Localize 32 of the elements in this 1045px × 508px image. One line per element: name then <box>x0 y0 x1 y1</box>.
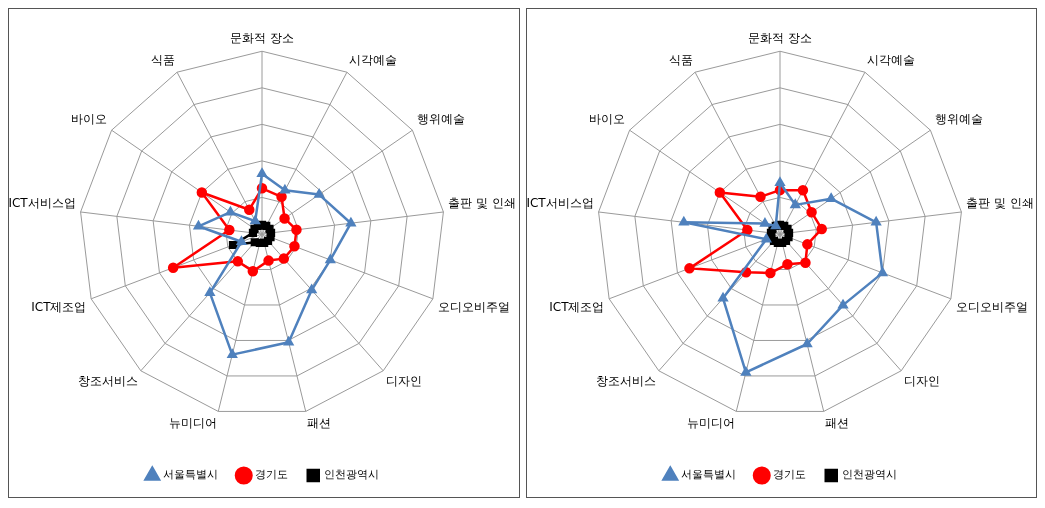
spoke-label: 행위예술 <box>416 112 465 127</box>
legend-label: 서울특별시 <box>163 468 219 482</box>
spoke-label: ICT제조업 <box>31 299 87 314</box>
spoke-label: 문화적 장소 <box>747 31 812 46</box>
spoke-label: 디자인 <box>386 373 423 388</box>
spoke-label: 디자인 <box>903 373 940 388</box>
legend-label: 인천광역시 <box>841 468 897 482</box>
spoke-label: 문화적 장소 <box>230 31 294 46</box>
spoke-label: 출판 및 인쇄 <box>448 196 517 211</box>
spoke-label: ICT서비스업 <box>8 196 76 211</box>
spoke-label: 바이오 <box>71 112 108 127</box>
legend-label: 경기도 <box>772 468 806 482</box>
legend-label: 경기도 <box>254 468 288 482</box>
spoke-label: 오디오비주얼 <box>955 299 1028 314</box>
spoke-label: 뉴미디어 <box>169 415 218 430</box>
spoke-label: 창조서비스 <box>595 373 656 388</box>
spoke-label: 바이오 <box>588 112 625 127</box>
spoke-label: 식품 <box>668 52 693 67</box>
legend-label: 인천광역시 <box>324 468 380 482</box>
spoke-label: 시각예술 <box>349 52 398 67</box>
legend-label: 서울특별시 <box>680 468 736 482</box>
spoke-label: ICT제조업 <box>548 299 604 314</box>
spoke-label: 창조서비스 <box>77 373 138 388</box>
spoke-label: 뉴미디어 <box>686 415 735 430</box>
spoke-label: ICT서비스업 <box>525 196 594 211</box>
spoke-label: 식품 <box>150 52 175 67</box>
spoke-label: 출판 및 인쇄 <box>965 196 1034 211</box>
spoke-label: 행위예술 <box>934 112 983 127</box>
spoke-label: 패션 <box>306 415 331 430</box>
spoke-label: 오디오비주얼 <box>437 299 510 314</box>
spoke-label: 시각예술 <box>866 52 915 67</box>
spoke-label: 패션 <box>824 415 849 430</box>
